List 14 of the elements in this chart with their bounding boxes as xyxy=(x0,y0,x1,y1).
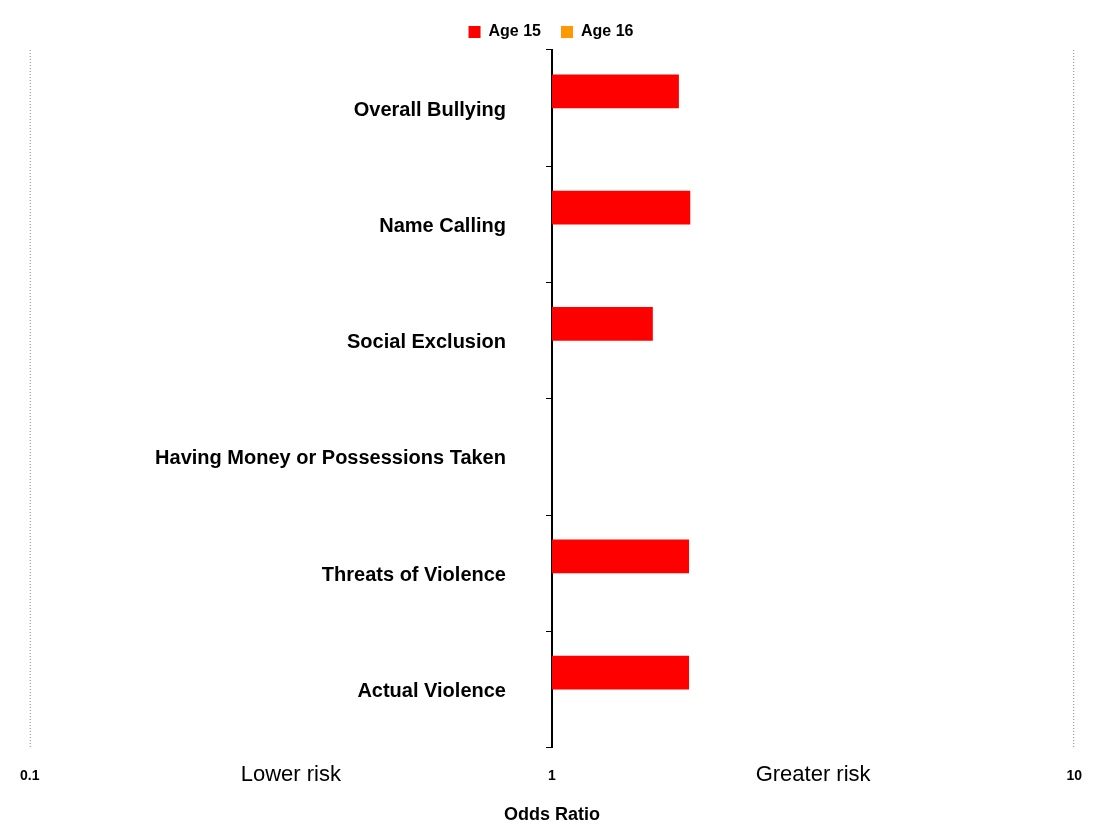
text: Lower risk xyxy=(240,760,342,786)
x-tick-label: 10 xyxy=(1066,766,1083,783)
y-tick-label: Having Money or Possessions Taken xyxy=(155,446,506,469)
y-tick-label: Overall Bullying xyxy=(353,97,506,120)
legend-label: Age 16 xyxy=(581,22,634,40)
legend-label: Age 15 xyxy=(488,22,542,40)
x-tick-label: 0.1 xyxy=(20,766,40,783)
y-tick-label: Actual Violence xyxy=(357,678,506,701)
text: Greater risk xyxy=(755,760,872,786)
x-tick-label: 1 xyxy=(548,766,557,783)
y-tick-label: Social Exclusion xyxy=(347,330,506,353)
x-axis-title: Odds Ratio xyxy=(503,804,600,825)
y-tick-label: Threats of Violence xyxy=(321,562,506,585)
y-tick-label: Name Calling xyxy=(379,213,506,236)
